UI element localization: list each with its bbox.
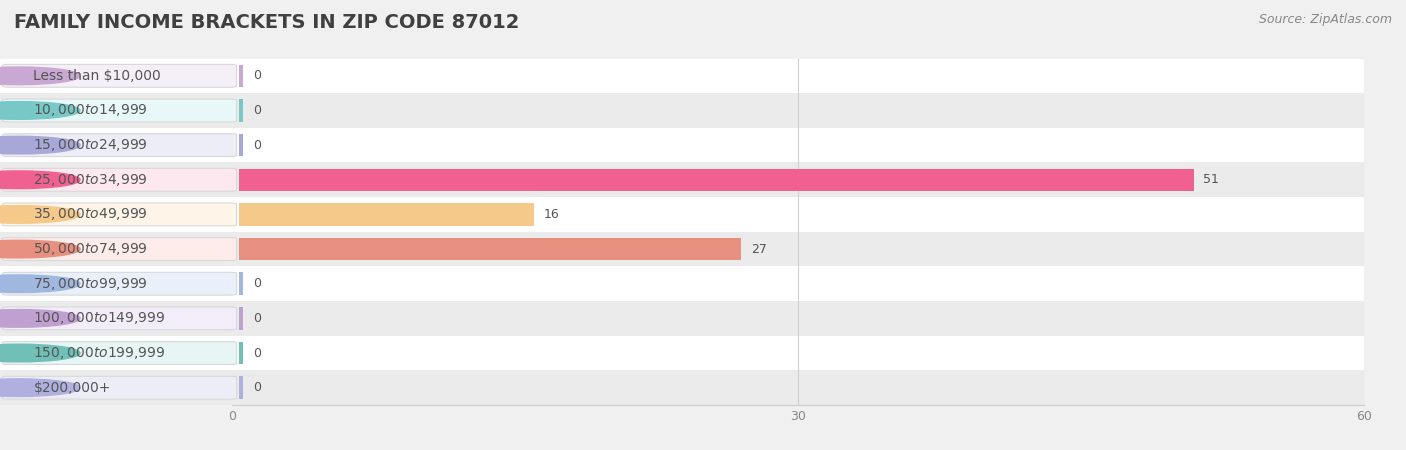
- Bar: [232, 168, 1194, 191]
- FancyBboxPatch shape: [3, 99, 236, 122]
- FancyBboxPatch shape: [3, 134, 236, 157]
- Bar: [0, 301, 239, 336]
- Bar: [232, 336, 1364, 370]
- Text: $15,000 to $24,999: $15,000 to $24,999: [34, 137, 148, 153]
- Bar: [232, 93, 1364, 128]
- Bar: [0, 197, 239, 232]
- Circle shape: [0, 102, 80, 119]
- FancyBboxPatch shape: [3, 307, 236, 330]
- Bar: [0, 336, 239, 370]
- FancyBboxPatch shape: [3, 64, 236, 87]
- Bar: [232, 342, 243, 365]
- Bar: [232, 238, 741, 261]
- Bar: [232, 99, 243, 122]
- Text: 0: 0: [253, 69, 260, 82]
- Circle shape: [0, 206, 80, 223]
- Bar: [232, 370, 1364, 405]
- Bar: [0, 370, 239, 405]
- Bar: [232, 376, 243, 399]
- Text: 16: 16: [543, 208, 560, 221]
- Text: 27: 27: [751, 243, 766, 256]
- Text: 0: 0: [253, 277, 260, 290]
- Bar: [0, 128, 239, 162]
- Text: 0: 0: [253, 381, 260, 394]
- Bar: [232, 58, 1364, 93]
- Text: $10,000 to $14,999: $10,000 to $14,999: [34, 103, 148, 118]
- Bar: [0, 162, 239, 197]
- Circle shape: [0, 344, 80, 362]
- Circle shape: [0, 67, 80, 85]
- Circle shape: [0, 379, 80, 396]
- Bar: [232, 128, 1364, 162]
- Bar: [232, 301, 1364, 336]
- Circle shape: [0, 136, 80, 154]
- Circle shape: [0, 310, 80, 327]
- Text: $75,000 to $99,999: $75,000 to $99,999: [34, 276, 148, 292]
- Circle shape: [0, 240, 80, 258]
- Text: 51: 51: [1204, 173, 1219, 186]
- FancyBboxPatch shape: [3, 342, 236, 365]
- FancyBboxPatch shape: [3, 272, 236, 295]
- FancyBboxPatch shape: [3, 238, 236, 261]
- Bar: [232, 134, 243, 157]
- Bar: [232, 197, 1364, 232]
- Text: FAMILY INCOME BRACKETS IN ZIP CODE 87012: FAMILY INCOME BRACKETS IN ZIP CODE 87012: [14, 14, 519, 32]
- Bar: [0, 58, 239, 93]
- Text: $50,000 to $74,999: $50,000 to $74,999: [34, 241, 148, 257]
- Bar: [232, 266, 1364, 301]
- Text: Source: ZipAtlas.com: Source: ZipAtlas.com: [1258, 14, 1392, 27]
- Text: 0: 0: [253, 139, 260, 152]
- FancyBboxPatch shape: [3, 203, 236, 226]
- Bar: [232, 203, 534, 226]
- Text: 0: 0: [253, 104, 260, 117]
- Circle shape: [0, 171, 80, 189]
- Text: $35,000 to $49,999: $35,000 to $49,999: [34, 207, 148, 222]
- Bar: [0, 232, 239, 266]
- Bar: [232, 307, 243, 330]
- Bar: [232, 232, 1364, 266]
- Text: $25,000 to $34,999: $25,000 to $34,999: [34, 172, 148, 188]
- Bar: [232, 64, 243, 87]
- FancyBboxPatch shape: [3, 376, 236, 399]
- Bar: [232, 272, 243, 295]
- Bar: [0, 93, 239, 128]
- Text: 0: 0: [253, 346, 260, 360]
- Text: 0: 0: [253, 312, 260, 325]
- FancyBboxPatch shape: [3, 168, 236, 191]
- Text: $100,000 to $149,999: $100,000 to $149,999: [34, 310, 166, 326]
- Circle shape: [0, 275, 80, 292]
- Text: $200,000+: $200,000+: [34, 381, 111, 395]
- Bar: [232, 162, 1364, 197]
- Text: Less than $10,000: Less than $10,000: [34, 69, 162, 83]
- Bar: [0, 266, 239, 301]
- Text: $150,000 to $199,999: $150,000 to $199,999: [34, 345, 166, 361]
